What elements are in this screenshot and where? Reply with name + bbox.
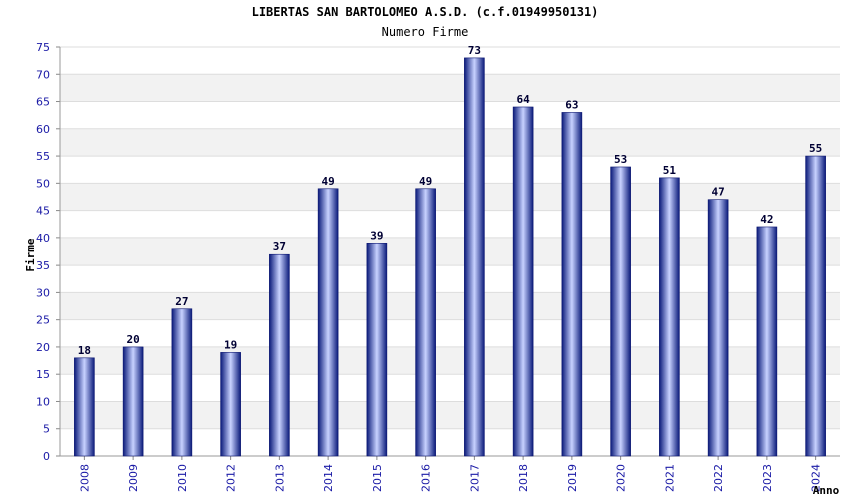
data-label-2008: 18 <box>78 344 91 357</box>
grid-band <box>60 128 840 157</box>
x-tick-label-2023: 2023 <box>761 464 774 492</box>
x-tick-label-2018: 2018 <box>517 464 530 492</box>
data-label-2009: 20 <box>127 333 140 346</box>
bar-2016 <box>415 188 436 457</box>
y-tick-label: 75 <box>36 41 50 54</box>
data-label-2010: 27 <box>175 295 188 308</box>
bar-2021 <box>659 177 680 457</box>
grid-band <box>60 74 840 102</box>
data-label-2023: 42 <box>760 213 773 226</box>
x-tick-label-2019: 2019 <box>566 464 579 492</box>
bar-2012 <box>220 352 241 457</box>
x-tick-label-2022: 2022 <box>712 464 725 492</box>
bar-2024 <box>805 155 826 457</box>
y-tick-label: 25 <box>36 314 50 327</box>
x-tick-label-2010: 2010 <box>176 464 189 492</box>
y-tick-label: 30 <box>36 286 50 299</box>
data-label-2016: 49 <box>419 175 432 188</box>
bar-2022 <box>707 199 729 457</box>
data-label-2014: 49 <box>322 175 335 188</box>
x-tick-label-2009: 2009 <box>127 464 140 492</box>
data-label-2017: 73 <box>468 44 481 57</box>
bar-2019 <box>561 112 583 457</box>
x-tick-label-2016: 2016 <box>420 464 433 492</box>
data-label-2019: 63 <box>565 98 578 111</box>
x-axis-label: Anno <box>813 484 840 497</box>
chart-subtitle: Numero Firme <box>381 25 469 39</box>
x-tick-label-2015: 2015 <box>371 464 384 492</box>
data-label-2020: 53 <box>614 153 627 166</box>
y-tick-label: 35 <box>36 259 50 272</box>
bar-2020 <box>610 166 631 457</box>
bar-2010 <box>171 308 193 457</box>
x-tick-label-2020: 2020 <box>615 464 628 492</box>
y-tick-label: 50 <box>36 177 50 190</box>
bar-2015 <box>366 243 388 457</box>
y-tick-label: 60 <box>36 123 50 136</box>
x-tick-label-2024: 2024 <box>810 464 823 492</box>
data-label-2022: 47 <box>712 186 725 199</box>
data-label-2018: 64 <box>517 93 531 106</box>
data-label-2021: 51 <box>663 164 677 177</box>
data-label-2012: 19 <box>224 338 237 351</box>
x-tick-label-2012: 2012 <box>225 464 238 492</box>
y-axis-label: Firme <box>24 238 37 271</box>
y-tick-label: 0 <box>43 450 50 463</box>
y-tick-label: 40 <box>36 232 50 245</box>
chart-title: LIBERTAS SAN BARTOLOMEO A.S.D. (c.f.0194… <box>251 5 599 19</box>
y-tick-label: 55 <box>36 150 50 163</box>
bar-2009 <box>122 346 144 457</box>
bar-2017 <box>464 57 485 457</box>
y-tick-label: 5 <box>43 423 50 436</box>
x-tick-label-2021: 2021 <box>663 464 676 492</box>
y-tick-label: 10 <box>36 395 50 408</box>
bar-2013 <box>269 253 290 457</box>
data-label-2015: 39 <box>370 229 383 242</box>
y-tick-label: 65 <box>36 96 50 109</box>
x-tick-label-2017: 2017 <box>468 464 481 492</box>
y-tick-label: 45 <box>36 205 50 218</box>
y-tick-label: 70 <box>36 68 50 81</box>
bar-2014 <box>317 188 339 457</box>
bar-2018 <box>512 106 534 457</box>
y-tick-label: 20 <box>36 341 50 354</box>
x-tick-label-2014: 2014 <box>322 464 335 492</box>
bar-2023 <box>756 226 778 457</box>
data-label-2024: 55 <box>809 142 822 155</box>
y-tick-label: 15 <box>36 368 50 381</box>
x-tick-label-2008: 2008 <box>78 464 91 492</box>
x-tick-label-2013: 2013 <box>273 464 286 492</box>
data-label-2013: 37 <box>273 240 286 253</box>
bar-2008 <box>74 357 95 457</box>
